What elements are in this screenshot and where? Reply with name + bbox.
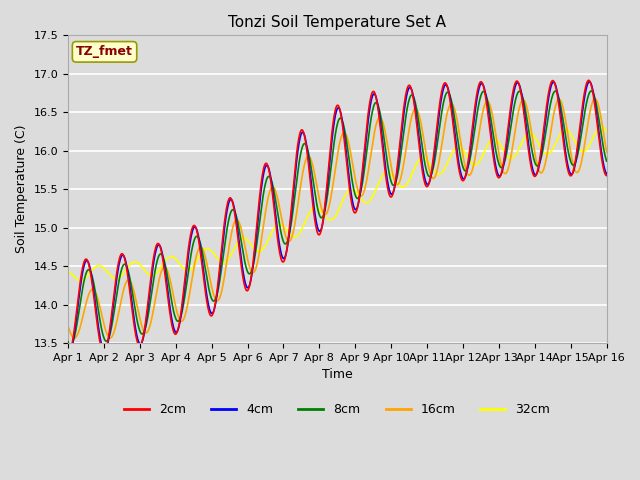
Text: TZ_fmet: TZ_fmet	[76, 45, 133, 59]
Title: Tonzi Soil Temperature Set A: Tonzi Soil Temperature Set A	[228, 15, 446, 30]
X-axis label: Time: Time	[322, 368, 353, 381]
Y-axis label: Soil Temperature (C): Soil Temperature (C)	[15, 125, 28, 253]
Legend: 2cm, 4cm, 8cm, 16cm, 32cm: 2cm, 4cm, 8cm, 16cm, 32cm	[120, 398, 556, 421]
